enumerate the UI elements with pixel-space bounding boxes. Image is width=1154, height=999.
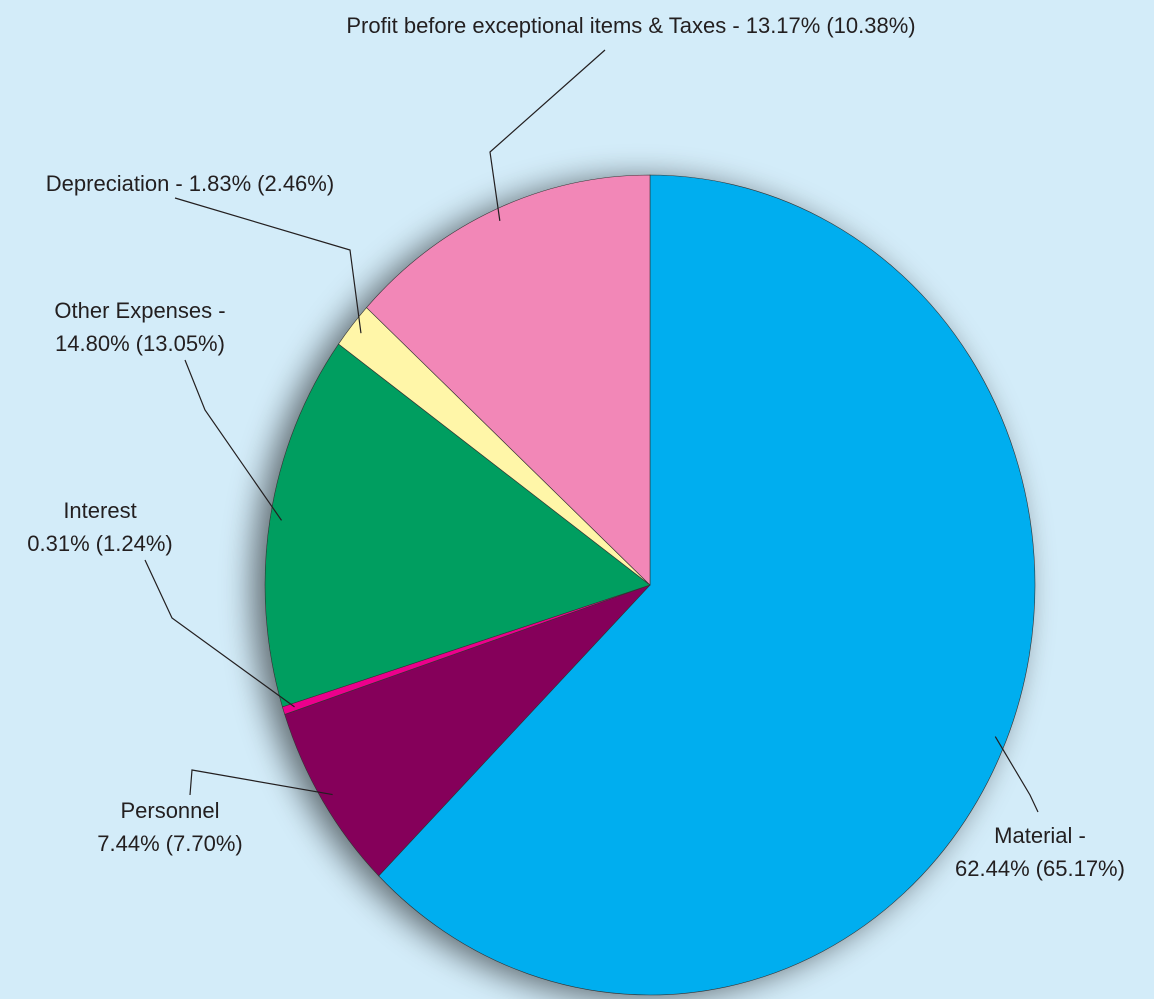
- leader-line: [184, 359, 283, 521]
- value-label: 7.44%: [97, 831, 159, 856]
- prior-label: (13.05%): [136, 331, 225, 356]
- slice-label: Depreciation -1.83% (2.46%): [46, 171, 334, 196]
- value-label: 14.80%: [55, 331, 130, 356]
- prior-label: (65.17%): [1036, 856, 1125, 881]
- pie: [264, 174, 1036, 996]
- pie-slice: [284, 584, 651, 877]
- category-label: Depreciation -: [46, 171, 183, 196]
- pie-slice: [264, 343, 651, 708]
- leader-line: [994, 736, 1039, 813]
- value-label: 62.44%: [955, 856, 1030, 881]
- slice-label: Interest 0.31% (1.24%): [27, 498, 172, 556]
- prior-label: (1.24%): [96, 531, 173, 556]
- category-label: Profit before exceptional items & Taxes …: [346, 13, 739, 38]
- value-label: 0.31%: [27, 531, 89, 556]
- slice-label: Material - 62.44% (65.17%): [955, 823, 1125, 881]
- leader-line: [189, 769, 333, 796]
- category-label: Interest: [63, 498, 136, 523]
- leader-line: [174, 197, 362, 334]
- prior-label: (10.38%): [826, 13, 915, 38]
- pie-slice: [366, 174, 651, 586]
- value-label: 13.17%: [746, 13, 821, 38]
- prior-label: (7.70%): [166, 831, 243, 856]
- category-label: Personnel: [120, 798, 219, 823]
- value-label: 1.83%: [189, 171, 251, 196]
- category-label: Other Expenses -: [54, 298, 225, 323]
- leader-line: [489, 49, 606, 221]
- prior-label: (2.46%): [257, 171, 334, 196]
- labels: Material - 62.44% (65.17%) Personnel 7.44% (7…: [27, 13, 1125, 881]
- slice-label: Other Expenses - 14.80% (13.05%): [54, 298, 225, 356]
- leader-line: [144, 559, 295, 708]
- category-label: Material -: [994, 823, 1086, 848]
- slice-label: Personnel 7.44% (7.70%): [97, 798, 242, 856]
- slice-label: Profit before exceptional items & Taxes …: [346, 13, 915, 38]
- pie-slice: [378, 174, 1036, 996]
